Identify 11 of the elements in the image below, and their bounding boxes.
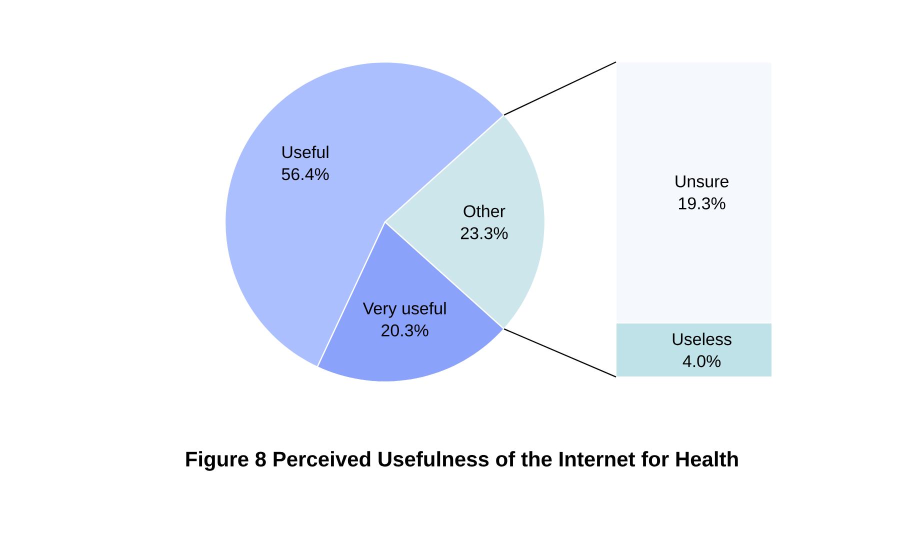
data-label: 56.4% — [282, 168, 329, 180]
slice-label: Useful — [282, 146, 328, 158]
text: Figure 8 Perceived Usefulness of the Internet for Health — [186, 451, 738, 471]
slice-label: Very useful — [362, 302, 446, 318]
slice-label: Other — [464, 204, 506, 218]
data-label: 20.3% — [382, 324, 428, 336]
series-label: Unsure — [676, 176, 728, 188]
series-label: Useless — [672, 332, 732, 346]
data-label: 4.0% — [682, 355, 721, 368]
data-label: 19.3% — [679, 197, 726, 210]
data-label: 23.3% — [460, 227, 508, 240]
